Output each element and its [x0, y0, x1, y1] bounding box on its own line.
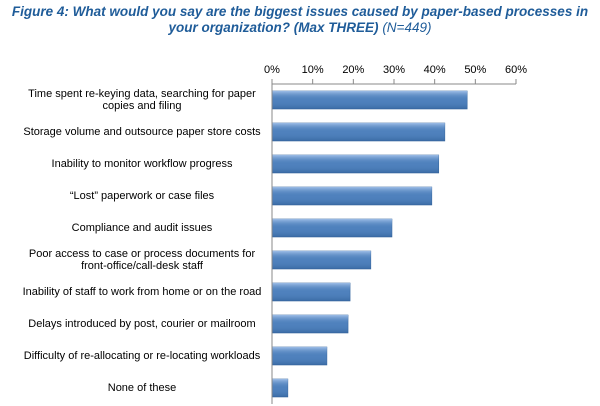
bar-shade: [272, 347, 327, 365]
title-block: Figure 4: What would you say are the big…: [10, 4, 590, 36]
chart-subtitle: (N=449): [382, 20, 432, 35]
x-tick-label: 50%: [464, 64, 486, 76]
y-tick-label: Time spent re-keying data, searching for…: [28, 88, 256, 112]
x-tick-label: 0%: [264, 64, 280, 76]
y-tick-label: Compliance and audit issues: [71, 222, 213, 234]
x-tick-label: 20%: [342, 64, 364, 76]
y-tick-label: Inability to monitor workflow progress: [51, 158, 233, 170]
bar-shade: [272, 91, 468, 109]
y-tick-label: Delays introduced by post, courier or ma…: [28, 318, 256, 330]
chart-title: Figure 4: What would you say are the big…: [11, 4, 589, 35]
bar-shade: [272, 379, 288, 397]
bar-shade: [272, 155, 439, 173]
bar-shade: [272, 315, 349, 333]
y-tick-label: None of these: [107, 382, 177, 394]
y-tick-label: Poor access to case or process documents…: [28, 248, 256, 272]
y-tick-label: “Lost” paperwork or case files: [69, 190, 215, 202]
y-tick-label: Difficulty of re-allocating or re-locati…: [23, 350, 261, 362]
x-tick-label: 30%: [383, 64, 405, 76]
y-tick-label: Storage volume and outsource paper store…: [23, 126, 261, 138]
x-tick-label: 60%: [505, 64, 527, 76]
y-tick-label: Inability of staff to work from home or …: [22, 286, 262, 298]
bar-shade: [272, 283, 351, 301]
bar-shade: [272, 187, 432, 205]
bar-shade: [272, 251, 371, 269]
x-tick-label: 40%: [424, 64, 446, 76]
bar-shade: [272, 123, 445, 141]
bar-shade: [272, 219, 392, 237]
x-tick-label: 10%: [302, 64, 324, 76]
